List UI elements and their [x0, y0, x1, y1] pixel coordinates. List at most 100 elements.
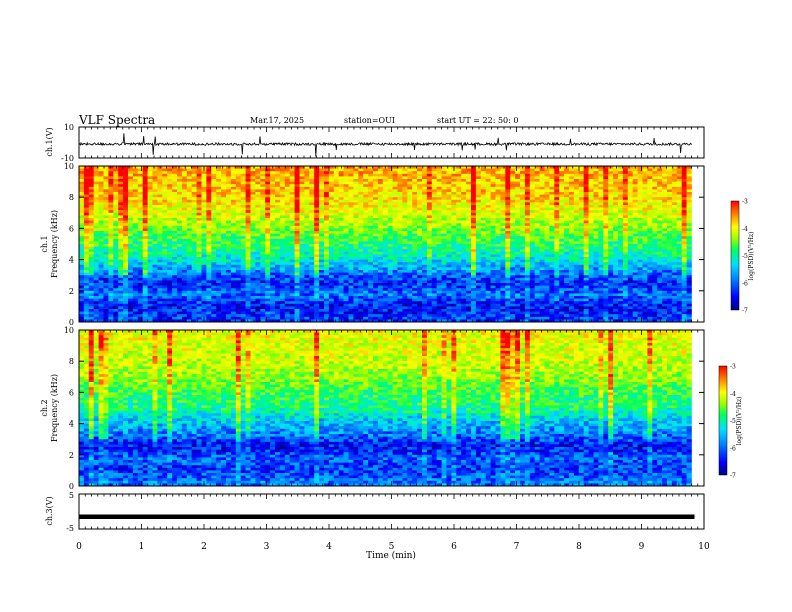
spectrogram-cell: [211, 194, 217, 198]
spectrogram-cell: [123, 210, 129, 214]
spectrogram-cell: [172, 280, 178, 284]
spectrogram-cell: [162, 181, 168, 185]
spectrogram-cell: [319, 254, 325, 258]
spectrogram-cell: [98, 181, 104, 185]
spectrogram-cell: [471, 283, 477, 286]
spectrogram-cell: [466, 189, 472, 193]
spectrogram-cell: [255, 238, 261, 242]
spectrogram-cell: [392, 238, 398, 242]
spectrogram-cell: [230, 241, 237, 245]
spectrogram-cell: [431, 241, 437, 245]
spectrogram-cell: [186, 290, 192, 294]
spectrogram-cell: [177, 280, 183, 284]
spectrogram-cell: [211, 207, 217, 211]
spectrogram-cell: [142, 259, 148, 263]
spectrogram-cell: [397, 223, 403, 227]
spectrogram-cell: [255, 288, 261, 292]
spectrogram-cell: [216, 166, 222, 169]
spectrogram-cell: [142, 181, 148, 185]
spectrogram-cell: [451, 314, 457, 318]
spectrogram-cell: [314, 194, 320, 198]
spectrogram-cell: [128, 184, 134, 188]
spectrogram-cell: [132, 236, 139, 240]
spectrogram-cell: [167, 251, 173, 255]
spectrogram-cell: [128, 215, 134, 219]
spectrogram-cell: [397, 207, 403, 211]
spectrogram-cell: [211, 238, 217, 242]
spectrogram-cell: [436, 220, 442, 224]
spectrogram-cell: [172, 257, 178, 260]
spectrogram-cell: [314, 280, 320, 284]
spectrogram-cell: [103, 168, 109, 172]
spectrogram-cell: [167, 194, 173, 198]
spectrogram-cell: [191, 257, 197, 260]
spectrogram-cell: [123, 181, 129, 185]
spectrogram-cell: [426, 236, 433, 240]
spectrogram-cell: [270, 194, 276, 198]
spectrogram-cell: [255, 257, 261, 260]
spectrogram-cell: [191, 301, 197, 305]
spectrogram-cell: [98, 262, 104, 266]
spectrogram-cell: [177, 246, 183, 250]
spectrogram-cell: [333, 168, 339, 172]
spectrogram-cell: [147, 301, 153, 305]
spectrogram-cell: [191, 270, 197, 273]
spectrogram-cell: [98, 192, 104, 195]
spectrogram-cell: [397, 189, 403, 193]
spectrogram-cell: [373, 199, 379, 203]
spectrogram-cell: [172, 236, 178, 240]
spectrogram-cell: [373, 249, 379, 253]
spectrogram-cell: [250, 314, 256, 318]
spectrogram-cell: [422, 202, 428, 206]
spectrogram-cell: [137, 192, 143, 195]
spectrogram-cell: [250, 181, 256, 185]
spectrogram-cell: [431, 233, 437, 237]
spectrogram-cell: [245, 301, 251, 305]
spectrogram-cell: [201, 186, 207, 190]
spectrogram-cell: [167, 290, 173, 294]
spectrogram-cell: [358, 316, 364, 320]
spectrogram-cell: [162, 233, 168, 237]
spectrogram-cell: [368, 257, 374, 260]
spectrogram-cell: [270, 316, 276, 320]
spectrogram-cell: [191, 267, 197, 271]
spectrogram-cell: [314, 171, 320, 175]
spectrogram-cell: [456, 199, 462, 203]
spectrogram-cell: [152, 168, 158, 172]
spectrogram-cell: [265, 303, 271, 307]
spectrogram-cell: [304, 296, 310, 299]
spectrogram-cell: [113, 181, 119, 185]
spectrogram-cell: [451, 220, 457, 224]
spectrogram-cell: [172, 220, 178, 224]
spectrogram-cell: [348, 212, 354, 216]
spectrogram-cell: [466, 303, 472, 307]
spectrogram-cell: [123, 267, 129, 271]
spectrogram-cell: [338, 285, 344, 289]
spectrogram-cell: [368, 166, 374, 169]
spectrogram-cell: [426, 298, 433, 302]
spectrogram-cell: [358, 249, 364, 253]
spectrogram-cell: [353, 293, 359, 297]
spectrogram-cell: [93, 176, 99, 180]
spectrogram-cell: [235, 296, 241, 299]
spectrogram-cell: [294, 199, 300, 203]
spectrogram-cell: [436, 184, 442, 188]
spectrogram-cell: [211, 316, 217, 320]
spectrogram-cell: [206, 228, 212, 232]
spectrogram-cell: [377, 171, 384, 175]
spectrogram-cell: [79, 316, 85, 320]
spectrogram-cell: [201, 249, 207, 253]
spectrogram-cell: [137, 280, 143, 284]
spectrogram-cell: [417, 257, 423, 260]
spectrogram-cell: [270, 231, 276, 234]
spectrogram-cell: [142, 293, 148, 297]
spectrogram-cell: [422, 296, 428, 299]
spectrogram-cell: [177, 259, 183, 263]
spectrogram-cell: [422, 212, 428, 216]
spectrogram-cell: [132, 251, 139, 255]
spectrogram-cell: [387, 233, 393, 237]
spectrogram-cell: [382, 231, 388, 234]
spectrogram-cell: [358, 275, 364, 279]
spectrogram-cell: [255, 306, 261, 310]
spectrogram-cell: [186, 189, 192, 193]
